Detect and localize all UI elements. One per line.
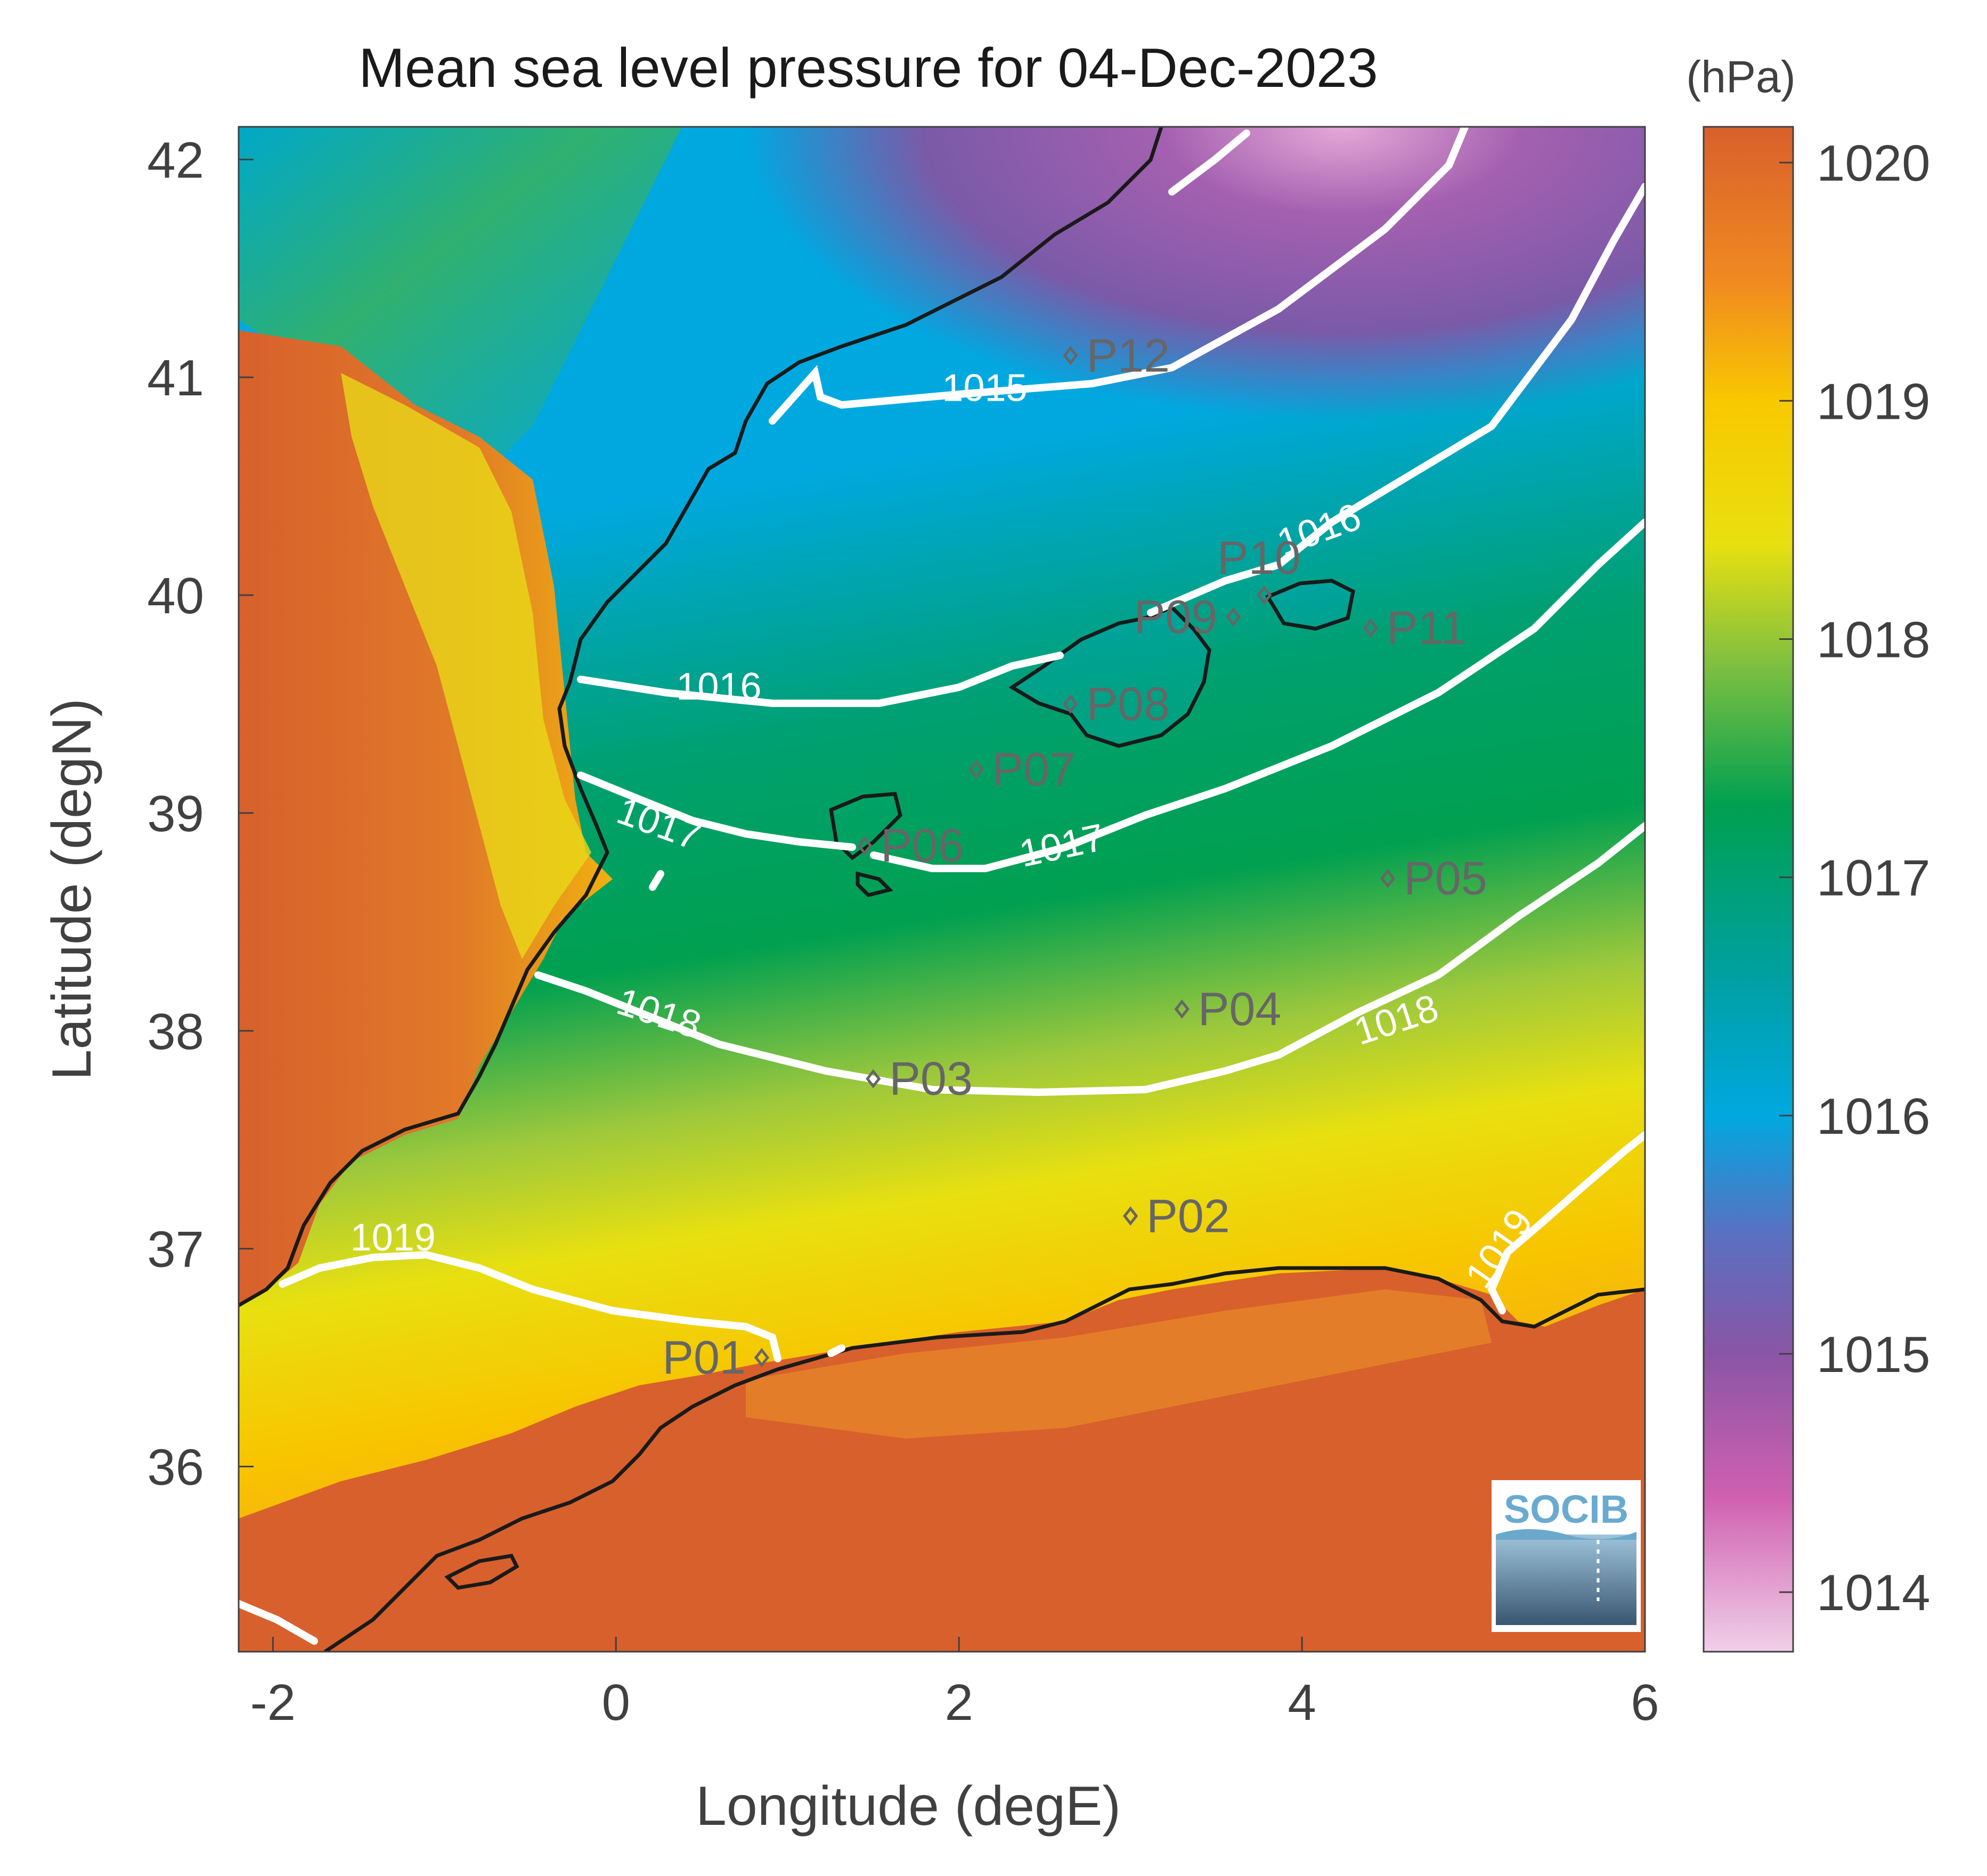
iberia-coastline xyxy=(239,127,1163,1307)
station-label: P09 xyxy=(1134,590,1218,643)
contour-1015 xyxy=(769,127,1469,425)
y-tick-label: 41 xyxy=(147,350,204,407)
colorbar-tick-label: 1018 xyxy=(1817,611,1931,668)
station-label: P11 xyxy=(1387,601,1467,654)
colorbar-unit-label: (hPa) xyxy=(1686,52,1795,102)
colorbar-tick-label: 1014 xyxy=(1817,1564,1931,1621)
africa-coastline xyxy=(324,1266,1645,1652)
station-marker xyxy=(1122,1206,1138,1226)
colorbar-tick-label: 1020 xyxy=(1817,135,1931,192)
colorbar-tick-label: 1017 xyxy=(1817,850,1931,907)
mallorca-island xyxy=(1008,605,1211,748)
station-label: P12 xyxy=(1086,329,1170,381)
y-tick-label: 40 xyxy=(147,567,204,624)
station-marker xyxy=(1063,346,1078,366)
x-tick-label: 0 xyxy=(602,1674,630,1731)
station-label: P01 xyxy=(662,1331,746,1384)
x-tick-label: 2 xyxy=(944,1674,973,1731)
iberia-coastal-fringe xyxy=(341,373,591,959)
station-label: P03 xyxy=(889,1052,973,1105)
colorbar-tick-label: 1019 xyxy=(1817,373,1931,430)
contour-1016-b xyxy=(1147,183,1645,616)
station-marker xyxy=(857,836,873,856)
contour-1015-north xyxy=(1168,129,1250,196)
contour-1019-a xyxy=(279,1250,781,1362)
contour-1017-b xyxy=(870,518,1645,872)
colorbar-tick-label: 1015 xyxy=(1817,1326,1931,1383)
y-tick-label: 42 xyxy=(147,132,204,189)
x-tick-label: -2 xyxy=(250,1674,296,1731)
low-pressure-region xyxy=(559,127,1645,660)
menorca-island xyxy=(1265,579,1355,631)
station-label: P10 xyxy=(1217,531,1301,584)
formentera-island xyxy=(856,871,893,897)
contour-1017-a xyxy=(577,771,856,851)
map-border xyxy=(238,126,1646,1653)
contour-label: 1016 xyxy=(676,665,761,708)
north-africa-coastal-band xyxy=(746,1289,1492,1439)
contour-1017-c xyxy=(649,870,664,891)
station-marker xyxy=(866,1069,881,1089)
contour-1019-d xyxy=(827,1344,845,1357)
y-tick-label: 36 xyxy=(147,1439,204,1496)
station-marker xyxy=(754,1347,770,1368)
station-label: P06 xyxy=(881,819,964,872)
chart-title: Mean sea level pressure for 04-Dec-2023 xyxy=(359,37,1378,99)
logo-text: SOCIB xyxy=(1504,1487,1628,1531)
x-tick-label: 6 xyxy=(1631,1674,1659,1731)
station-label: P07 xyxy=(992,743,1076,795)
station-marker xyxy=(1174,999,1190,1019)
socib-logo: SOCIB xyxy=(1492,1480,1641,1632)
station-label: P05 xyxy=(1404,852,1487,905)
logo-wave xyxy=(1496,1529,1636,1540)
contour-1019-b xyxy=(1487,1131,1645,1314)
station-label: P08 xyxy=(1086,677,1170,730)
station-marker xyxy=(1363,618,1379,638)
station-marker xyxy=(1257,585,1272,605)
y-axis-label: Latitude (degN) xyxy=(41,699,103,1081)
y-axis: 36 37 38 39 40 41 42 xyxy=(147,132,254,1496)
pressure-contours xyxy=(239,127,1645,1645)
contour-1019-c xyxy=(239,1600,318,1645)
station-marker xyxy=(968,760,984,779)
contour-label: 1019 xyxy=(351,1216,436,1259)
station-marker xyxy=(1226,607,1241,627)
x-axis: -2 0 2 4 6 xyxy=(250,1637,1659,1731)
station-marker xyxy=(1063,694,1078,714)
x-axis-label: Longitude (degE) xyxy=(696,1775,1121,1837)
colorbar-ticks: 1014 1015 1016 1017 1018 1019 1020 xyxy=(1779,135,1931,1621)
colorbar-bar xyxy=(1703,126,1794,1653)
logo-water xyxy=(1496,1534,1636,1625)
colorbar: 1014 1015 1016 1017 1018 1019 1020 xyxy=(1703,126,1931,1653)
colorbar-tick-label: 1016 xyxy=(1817,1088,1931,1145)
station-label: P04 xyxy=(1198,982,1282,1035)
contour-1016-a xyxy=(577,652,1064,707)
y-tick-label: 38 xyxy=(147,1003,204,1060)
station-marker xyxy=(1380,868,1396,888)
contour-label: 1015 xyxy=(942,367,1027,410)
y-tick-label: 37 xyxy=(147,1221,204,1278)
y-tick-label: 39 xyxy=(147,785,204,842)
x-tick-label: 4 xyxy=(1288,1674,1316,1731)
station-label: P02 xyxy=(1146,1189,1230,1242)
contour-1018-a xyxy=(534,822,1645,1097)
alboran-island xyxy=(444,1554,519,1590)
